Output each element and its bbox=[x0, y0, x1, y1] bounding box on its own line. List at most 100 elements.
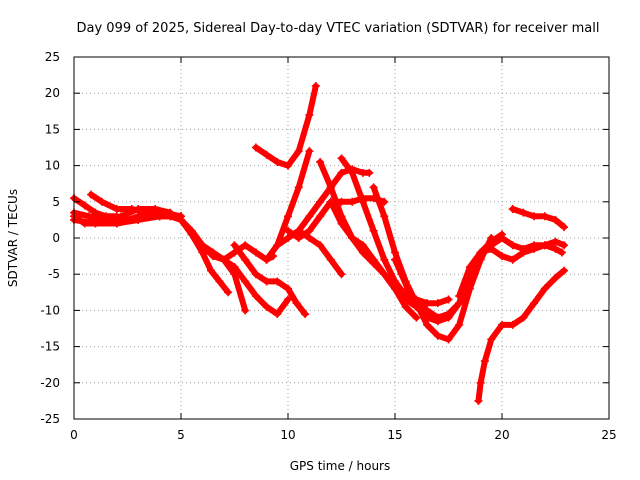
data-point-arc20 bbox=[391, 255, 399, 264]
data-point-arc23 bbox=[476, 378, 485, 387]
data-point-arc23 bbox=[474, 396, 483, 405]
data-point-arc20 bbox=[397, 270, 406, 279]
x-tick-label: 0 bbox=[70, 428, 78, 442]
data-point-arc10 bbox=[241, 255, 250, 264]
data-point-arc20 bbox=[423, 310, 432, 319]
data-point-arc25 bbox=[508, 241, 517, 250]
data-point-arc16 bbox=[423, 299, 432, 308]
data-point-arc10 bbox=[251, 270, 260, 279]
data-point-arc6 bbox=[206, 266, 215, 275]
data-point-arc23 bbox=[519, 313, 528, 322]
data-point-arc3 bbox=[91, 219, 100, 228]
y-tick-label: 10 bbox=[45, 159, 60, 173]
data-point-arc10 bbox=[273, 277, 282, 286]
series-line-arc10 bbox=[231, 242, 309, 317]
data-point-arc23 bbox=[498, 320, 506, 329]
data-point-arc12 bbox=[284, 212, 292, 221]
data-point-arc15 bbox=[294, 226, 303, 235]
data-point-arc19 bbox=[433, 331, 442, 340]
data-point-arc9 bbox=[219, 255, 228, 264]
data-point-arc15 bbox=[305, 212, 314, 221]
data-point-arc5 bbox=[102, 215, 111, 224]
grid-layer bbox=[74, 57, 609, 419]
data-point-arc21 bbox=[401, 302, 410, 311]
data-point-arc24 bbox=[560, 223, 569, 232]
data-point-arc23 bbox=[551, 273, 560, 282]
data-point-arc18 bbox=[358, 241, 367, 250]
x-tick-label: 15 bbox=[387, 428, 402, 442]
data-point-arc18 bbox=[337, 219, 346, 228]
y-tick-label: 25 bbox=[45, 50, 60, 64]
data-point-arc23 bbox=[530, 299, 539, 308]
data-point-arc24 bbox=[508, 205, 517, 214]
data-point-arc23 bbox=[540, 284, 549, 293]
data-point-arc13 bbox=[326, 255, 335, 264]
x-axis-label: GPS time / hours bbox=[290, 459, 391, 473]
data-point-arc22 bbox=[455, 291, 464, 300]
data-point-arc25 bbox=[498, 234, 506, 242]
data-point-arc21 bbox=[412, 313, 421, 322]
data-point-arc10 bbox=[262, 277, 271, 286]
data-point-arc11 bbox=[294, 147, 303, 156]
data-point-arc9 bbox=[262, 302, 271, 311]
data-point-arc9 bbox=[198, 244, 207, 253]
data-point-arc14 bbox=[284, 226, 292, 235]
data-point-arc9 bbox=[251, 291, 260, 300]
x-tick-label: 5 bbox=[177, 428, 185, 442]
data-point-arc25 bbox=[540, 241, 549, 250]
data-point-arc12 bbox=[294, 183, 303, 192]
data-point-arc24 bbox=[551, 215, 560, 224]
data-point-arc12 bbox=[305, 147, 314, 156]
data-point-arc19 bbox=[444, 335, 453, 344]
data-point-arc23 bbox=[487, 335, 496, 344]
data-point-arc4 bbox=[87, 190, 96, 199]
data-point-arc22 bbox=[508, 255, 517, 264]
data-point-arc11 bbox=[284, 161, 292, 170]
data-point-arc17 bbox=[358, 197, 367, 206]
data-point-arc8 bbox=[241, 241, 250, 250]
data-point-arc21 bbox=[391, 284, 399, 293]
data-point-arc13 bbox=[273, 241, 282, 250]
y-tick-label: 5 bbox=[52, 195, 60, 209]
data-point-arc16 bbox=[326, 183, 335, 192]
data-point-arc14 bbox=[348, 197, 357, 206]
series-line-arc19 bbox=[370, 184, 495, 343]
data-point-arc25 bbox=[519, 244, 528, 253]
data-point-arc18 bbox=[433, 317, 442, 326]
data-point-arc15 bbox=[337, 168, 346, 177]
data-point-arc19 bbox=[465, 284, 474, 293]
data-point-arc13 bbox=[305, 234, 314, 242]
data-point-arc9 bbox=[273, 310, 282, 319]
data-point-arc19 bbox=[423, 320, 432, 329]
data-point-arc12 bbox=[262, 255, 271, 264]
data-point-arc19 bbox=[380, 212, 389, 221]
data-point-arc17 bbox=[348, 168, 357, 177]
data-point-arc25 bbox=[487, 241, 496, 250]
chart-title: Day 099 of 2025, Sidereal Day-to-day VTE… bbox=[77, 21, 600, 36]
data-point-arc18 bbox=[380, 270, 389, 279]
data-point-arc14 bbox=[316, 212, 325, 221]
data-point-arc3 bbox=[112, 219, 121, 228]
data-point-arc8 bbox=[251, 248, 260, 257]
series-layer bbox=[70, 81, 569, 405]
data-point-arc18 bbox=[369, 255, 378, 264]
data-point-arc5 bbox=[166, 208, 175, 217]
data-point-arc10 bbox=[301, 310, 310, 319]
data-point-arc11 bbox=[251, 143, 260, 152]
data-point-arc14 bbox=[305, 226, 314, 235]
x-tick-label: 20 bbox=[494, 428, 509, 442]
data-point-arc11 bbox=[262, 150, 271, 159]
data-point-arc16 bbox=[444, 295, 453, 304]
data-point-arc19 bbox=[391, 248, 399, 257]
data-point-arc6 bbox=[215, 277, 224, 286]
series-line-arc16 bbox=[317, 159, 452, 307]
data-point-arc22 bbox=[557, 248, 566, 257]
data-point-arc9 bbox=[241, 277, 250, 286]
data-point-arc24 bbox=[519, 208, 528, 217]
data-point-arc22 bbox=[498, 252, 506, 261]
y-tick-label: -25 bbox=[40, 412, 60, 426]
data-point-arc1 bbox=[80, 201, 89, 210]
data-point-arc14 bbox=[294, 234, 303, 242]
data-point-arc19 bbox=[369, 183, 378, 192]
data-point-arc19 bbox=[455, 320, 464, 329]
